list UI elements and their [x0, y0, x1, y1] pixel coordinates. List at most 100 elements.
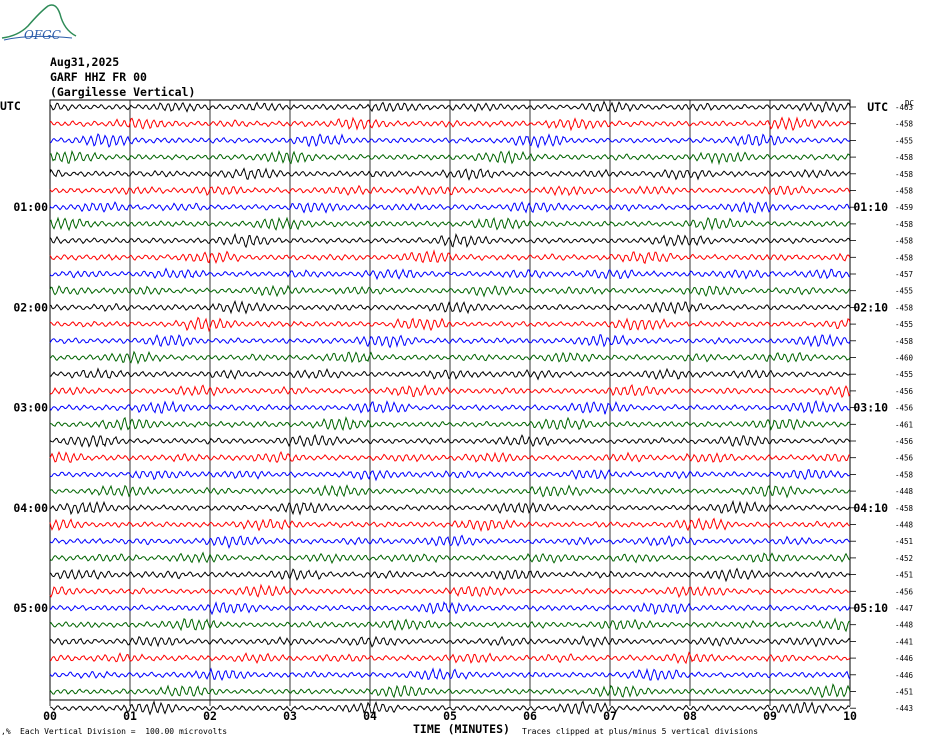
dc-offset-label: -458 — [895, 187, 914, 196]
dc-offset-label: -457 — [895, 270, 913, 279]
dc-offset-label: -456 — [895, 437, 914, 446]
dc-offset-label: -451 — [895, 571, 913, 580]
right-time-label: 01:10 — [853, 200, 888, 214]
dc-offset-label: -460 — [895, 354, 914, 363]
trace-row-20 — [49, 433, 851, 448]
trace-row-16 — [49, 367, 851, 381]
dc-offset-label: -451 — [895, 688, 913, 697]
dc-offset-label: -458 — [895, 153, 914, 162]
trace-row-13 — [49, 316, 851, 333]
trace-row-27 — [49, 551, 851, 565]
x-tick-label: 02 — [203, 709, 217, 723]
dc-offset-label: -451 — [895, 537, 913, 546]
trace-row-12 — [49, 299, 851, 315]
logo-underline — [3, 35, 73, 41]
x-tick-label: 03 — [283, 709, 297, 723]
dc-offset-label: -456 — [895, 454, 914, 463]
trace-row-18 — [49, 399, 851, 415]
x-axis-title: TIME (MINUTES) — [413, 722, 510, 736]
x-tick-label: 00 — [43, 709, 57, 723]
dc-offset-label: -447 — [895, 604, 913, 613]
logo-curve — [1, 4, 77, 39]
trace-row-19 — [49, 416, 851, 432]
dc-offset-label: -458 — [895, 470, 914, 479]
trace-row-9 — [49, 249, 851, 265]
plot-date: Aug31,2025 — [50, 55, 120, 69]
x-tick-label: 09 — [763, 709, 777, 723]
trace-row-11 — [49, 284, 851, 298]
trace-row-32 — [49, 635, 851, 648]
left-time-label: 05:00 — [13, 601, 48, 615]
dc-offset-label: -458 — [895, 120, 914, 129]
dc-offset-label: -458 — [895, 170, 914, 179]
right-time-label: 02:10 — [853, 300, 888, 314]
dc-offset-label: -463 — [895, 103, 913, 112]
dc-offset-label: -455 — [895, 370, 913, 379]
station-code: GARF HHZ FR 00 — [50, 70, 147, 84]
trace-row-34 — [49, 667, 851, 681]
trace-row-15 — [49, 350, 851, 365]
trace-row-26 — [49, 534, 851, 550]
trace-row-8 — [49, 232, 851, 249]
trace-row-30 — [49, 600, 851, 616]
dc-offset-label: -455 — [895, 287, 913, 296]
station-location: (Gargilesse Vertical) — [50, 85, 196, 99]
dc-offset-label: -459 — [895, 203, 913, 212]
trace-row-5 — [49, 184, 851, 197]
dc-offset-label: -441 — [895, 637, 913, 646]
x-tick-label: 01 — [123, 709, 137, 723]
trace-row-2 — [49, 133, 851, 149]
trace-row-22 — [49, 468, 851, 482]
trace-row-6 — [49, 201, 851, 214]
dc-offset-label: -461 — [895, 420, 913, 429]
trace-row-7 — [49, 216, 851, 232]
right-time-label: UTC — [867, 100, 888, 114]
trace-row-21 — [49, 450, 851, 464]
dc-offset-label: -452 — [895, 554, 913, 563]
dc-offset-label: -458 — [895, 220, 914, 229]
trace-row-17 — [49, 383, 851, 399]
trace-row-33 — [49, 651, 851, 665]
trace-row-25 — [49, 517, 851, 533]
left-time-label: 01:00 — [13, 200, 48, 214]
footer-clip-note: Traces clipped at plus/minus 5 vertical … — [522, 727, 759, 736]
dc-offset-label: -448 — [895, 487, 914, 496]
trace-row-1 — [49, 116, 851, 132]
trace-row-36 — [49, 700, 851, 716]
dc-offset-label: -448 — [895, 521, 914, 530]
logo-text: OFGC — [24, 28, 61, 42]
dc-offset-label: -456 — [895, 387, 914, 396]
dc-offset-label: -458 — [895, 253, 914, 262]
dc-offset-label: -446 — [895, 654, 914, 663]
dc-offset-label: -458 — [895, 337, 914, 346]
dc-offset-label: -458 — [895, 237, 914, 246]
footer-marker: ,% — [1, 727, 11, 736]
dc-offset-label: -455 — [895, 136, 913, 145]
ofgc-logo: OFGC — [1, 4, 77, 42]
dc-offset-label: -456 — [895, 404, 914, 413]
right-time-label: 04:10 — [853, 501, 888, 515]
dc-offset-label: -458 — [895, 303, 914, 312]
x-tick-label: 07 — [603, 709, 617, 723]
trace-row-10 — [49, 267, 851, 281]
dc-offset-label: -448 — [895, 621, 914, 630]
dc-offset-label: -446 — [895, 671, 914, 680]
x-tick-label: 10 — [843, 709, 857, 723]
trace-row-24 — [49, 499, 851, 516]
trace-row-23 — [49, 484, 851, 499]
x-tick-label: 08 — [683, 709, 697, 723]
dc-offset-label: -458 — [895, 504, 914, 513]
trace-row-3 — [49, 149, 851, 166]
left-time-label: 03:00 — [13, 401, 48, 415]
x-tick-label: 06 — [523, 709, 537, 723]
dc-header-label: DC — [905, 99, 914, 108]
dc-offset-label: -443 — [895, 704, 913, 713]
left-utc-label: UTC — [0, 99, 21, 113]
trace-row-4 — [49, 167, 851, 181]
trace-row-31 — [49, 617, 851, 633]
dc-offset-label: -456 — [895, 587, 914, 596]
trace-row-35 — [49, 683, 851, 699]
footer-scale: Each Vertical Division = 100.00 microvol… — [20, 727, 228, 736]
left-time-label: 04:00 — [13, 501, 48, 515]
